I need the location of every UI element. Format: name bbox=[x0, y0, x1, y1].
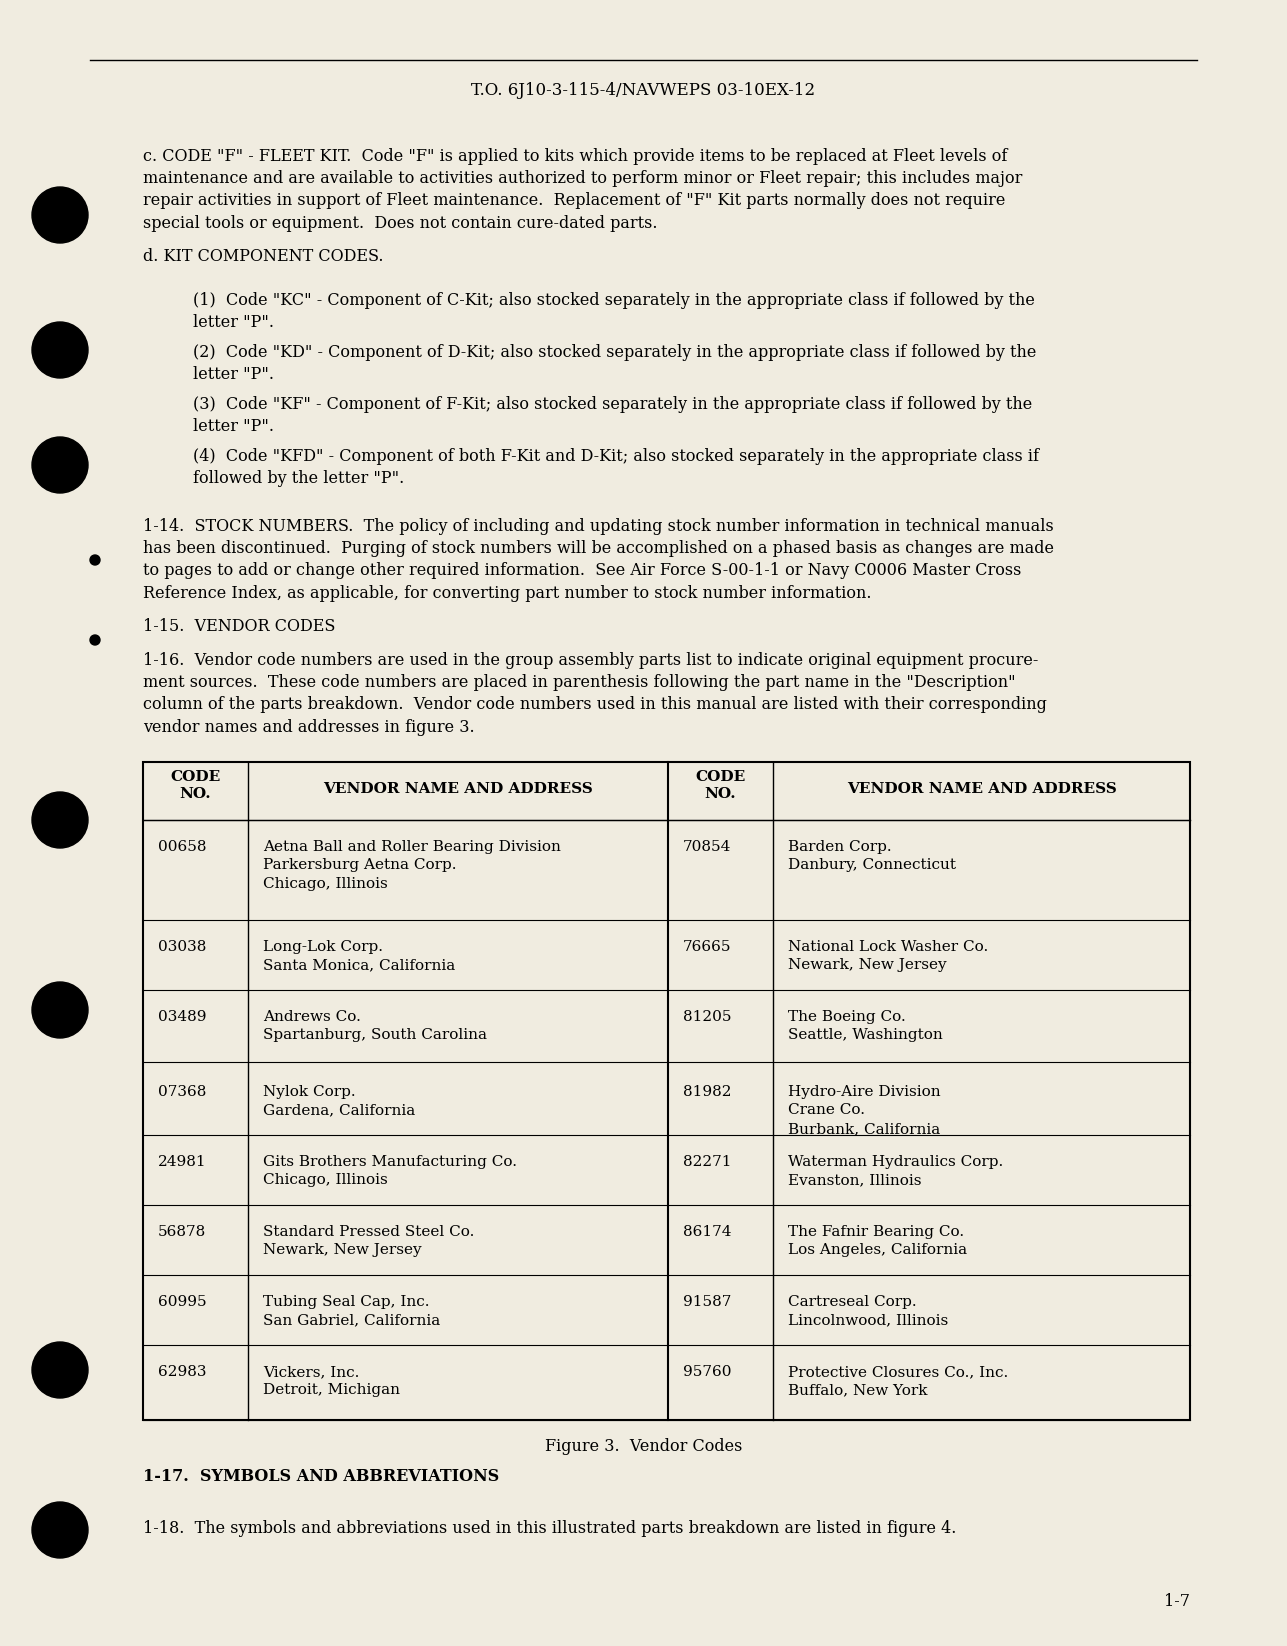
Text: 76665: 76665 bbox=[683, 940, 731, 955]
Text: The Fafnir Bearing Co.
Los Angeles, California: The Fafnir Bearing Co. Los Angeles, Cali… bbox=[788, 1225, 967, 1258]
Text: 1-17.  SYMBOLS AND ABBREVIATIONS: 1-17. SYMBOLS AND ABBREVIATIONS bbox=[143, 1468, 499, 1485]
Text: 03038: 03038 bbox=[158, 940, 206, 955]
Text: 1-18.  The symbols and abbreviations used in this illustrated parts breakdown ar: 1-18. The symbols and abbreviations used… bbox=[143, 1519, 956, 1537]
Text: Nylok Corp.
Gardena, California: Nylok Corp. Gardena, California bbox=[263, 1085, 416, 1118]
Text: Standard Pressed Steel Co.
Newark, New Jersey: Standard Pressed Steel Co. Newark, New J… bbox=[263, 1225, 475, 1258]
Text: CODE
NO.: CODE NO. bbox=[695, 770, 745, 802]
Text: 70854: 70854 bbox=[683, 839, 731, 854]
Text: (4)  Code "KFD" - Component of both F-Kit and D-Kit; also stocked separately in : (4) Code "KFD" - Component of both F-Kit… bbox=[193, 448, 1039, 487]
Text: Aetna Ball and Roller Bearing Division
Parkersburg Aetna Corp.
Chicago, Illinois: Aetna Ball and Roller Bearing Division P… bbox=[263, 839, 561, 890]
Circle shape bbox=[32, 323, 88, 379]
Text: 1-14.  STOCK NUMBERS.  The policy of including and updating stock number informa: 1-14. STOCK NUMBERS. The policy of inclu… bbox=[143, 518, 1054, 601]
Text: Cartreseal Corp.
Lincolnwood, Illinois: Cartreseal Corp. Lincolnwood, Illinois bbox=[788, 1295, 949, 1327]
Text: (2)  Code "KD" - Component of D-Kit; also stocked separately in the appropriate : (2) Code "KD" - Component of D-Kit; also… bbox=[193, 344, 1036, 384]
Text: 81205: 81205 bbox=[683, 1011, 731, 1024]
Text: The Boeing Co.
Seattle, Washington: The Boeing Co. Seattle, Washington bbox=[788, 1011, 943, 1042]
Text: 1-16.  Vendor code numbers are used in the group assembly parts list to indicate: 1-16. Vendor code numbers are used in th… bbox=[143, 652, 1046, 736]
Text: Hydro-Aire Division
Crane Co.
Burbank, California: Hydro-Aire Division Crane Co. Burbank, C… bbox=[788, 1085, 941, 1136]
Bar bbox=[143, 762, 1190, 1420]
Text: Long-Lok Corp.
Santa Monica, California: Long-Lok Corp. Santa Monica, California bbox=[263, 940, 456, 973]
Text: Tubing Seal Cap, Inc.
San Gabriel, California: Tubing Seal Cap, Inc. San Gabriel, Calif… bbox=[263, 1295, 440, 1327]
Text: c. CODE "F" - FLEET KIT.  Code "F" is applied to kits which provide items to be : c. CODE "F" - FLEET KIT. Code "F" is app… bbox=[143, 148, 1022, 232]
Text: (1)  Code "KC" - Component of C-Kit; also stocked separately in the appropriate : (1) Code "KC" - Component of C-Kit; also… bbox=[193, 291, 1035, 331]
Text: Gits Brothers Manufacturing Co.
Chicago, Illinois: Gits Brothers Manufacturing Co. Chicago,… bbox=[263, 1155, 517, 1187]
Text: 03489: 03489 bbox=[158, 1011, 206, 1024]
Text: 56878: 56878 bbox=[158, 1225, 206, 1239]
Circle shape bbox=[32, 1503, 88, 1559]
Text: (3)  Code "KF" - Component of F-Kit; also stocked separately in the appropriate : (3) Code "KF" - Component of F-Kit; also… bbox=[193, 397, 1032, 435]
Text: Figure 3.  Vendor Codes: Figure 3. Vendor Codes bbox=[544, 1439, 743, 1455]
Text: 86174: 86174 bbox=[683, 1225, 731, 1239]
Text: Waterman Hydraulics Corp.
Evanston, Illinois: Waterman Hydraulics Corp. Evanston, Illi… bbox=[788, 1155, 1004, 1187]
Text: Andrews Co.
Spartanburg, South Carolina: Andrews Co. Spartanburg, South Carolina bbox=[263, 1011, 486, 1042]
Text: 07368: 07368 bbox=[158, 1085, 206, 1100]
Text: VENDOR NAME AND ADDRESS: VENDOR NAME AND ADDRESS bbox=[847, 782, 1116, 797]
Circle shape bbox=[32, 188, 88, 244]
Text: 95760: 95760 bbox=[683, 1365, 731, 1379]
Text: Protective Closures Co., Inc.
Buffalo, New York: Protective Closures Co., Inc. Buffalo, N… bbox=[788, 1365, 1008, 1397]
Text: 82271: 82271 bbox=[683, 1155, 731, 1169]
Text: Vickers, Inc.
Detroit, Michigan: Vickers, Inc. Detroit, Michigan bbox=[263, 1365, 400, 1397]
Circle shape bbox=[90, 555, 100, 565]
Text: CODE
NO.: CODE NO. bbox=[170, 770, 220, 802]
Text: d. KIT COMPONENT CODES.: d. KIT COMPONENT CODES. bbox=[143, 249, 384, 265]
Circle shape bbox=[32, 1341, 88, 1397]
Text: VENDOR NAME AND ADDRESS: VENDOR NAME AND ADDRESS bbox=[323, 782, 593, 797]
Text: 00658: 00658 bbox=[158, 839, 206, 854]
Text: National Lock Washer Co.
Newark, New Jersey: National Lock Washer Co. Newark, New Jer… bbox=[788, 940, 988, 973]
Text: 91587: 91587 bbox=[683, 1295, 731, 1309]
Text: Barden Corp.
Danbury, Connecticut: Barden Corp. Danbury, Connecticut bbox=[788, 839, 956, 872]
Text: 81982: 81982 bbox=[683, 1085, 731, 1100]
Text: 1-15.  VENDOR CODES: 1-15. VENDOR CODES bbox=[143, 617, 336, 635]
Circle shape bbox=[32, 792, 88, 848]
Text: 1-7: 1-7 bbox=[1163, 1593, 1190, 1610]
Text: T.O. 6J10-3-115-4/NAVWEPS 03-10EX-12: T.O. 6J10-3-115-4/NAVWEPS 03-10EX-12 bbox=[471, 82, 816, 99]
Circle shape bbox=[32, 436, 88, 494]
Circle shape bbox=[32, 983, 88, 1039]
Text: 62983: 62983 bbox=[158, 1365, 206, 1379]
Text: 60995: 60995 bbox=[158, 1295, 207, 1309]
Circle shape bbox=[90, 635, 100, 645]
Text: 24981: 24981 bbox=[158, 1155, 207, 1169]
